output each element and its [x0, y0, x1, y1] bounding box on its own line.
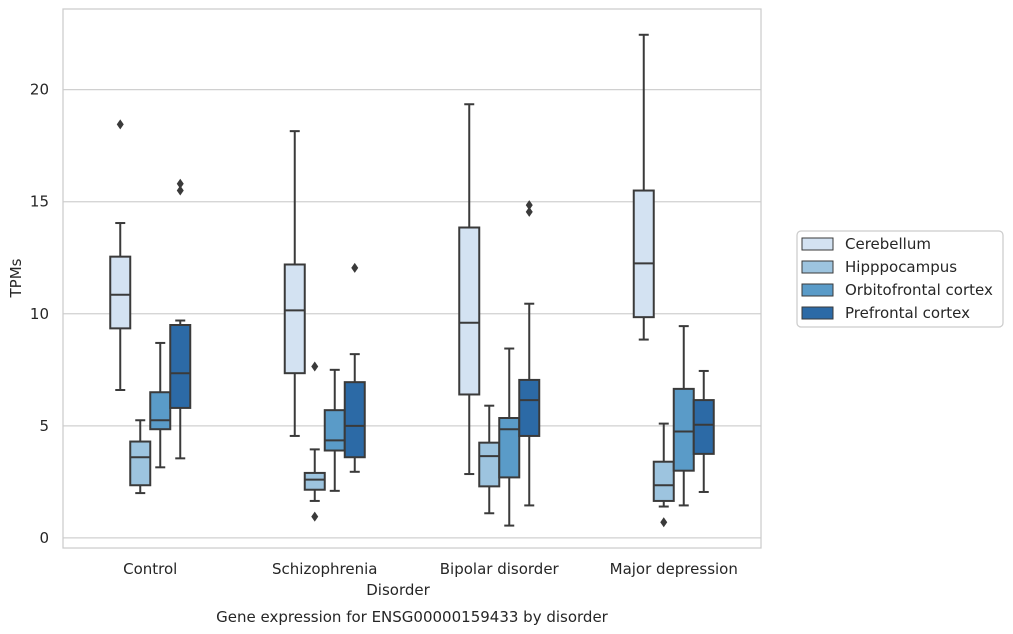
legend-label: Orbitofrontal cortex	[845, 281, 993, 299]
box-bipolar-disorder-cerebellum	[458, 103, 481, 476]
box-iqr	[458, 226, 481, 396]
box-schizophrenia-prefrontal-cortex	[343, 262, 366, 473]
outlier-point	[660, 517, 668, 528]
box-major-depression-orbitofrontal-cortex	[672, 325, 695, 507]
boxes	[109, 33, 715, 528]
legend: Cerebellum Hipppocampus Orbitofrontal cort…	[796, 230, 1004, 328]
box-iqr	[632, 189, 655, 319]
x-tick-label: Schizophrenia	[272, 560, 377, 578]
box-schizophrenia-cerebellum	[283, 130, 306, 437]
box-bipolar-disorder-orbitofrontal-cortex	[498, 347, 521, 527]
outlier-point	[525, 200, 533, 211]
chart-caption: Gene expression for ENSG00000159433 by d…	[216, 608, 609, 626]
box-schizophrenia-hipppocampus	[303, 361, 326, 522]
plot-frame	[62, 8, 762, 549]
outlier-point	[311, 511, 319, 522]
box-iqr	[518, 378, 541, 437]
box-iqr	[672, 387, 695, 472]
legend-label: Cerebellum	[845, 235, 931, 253]
legend-swatch	[801, 306, 834, 320]
box-iqr	[498, 417, 521, 479]
box-control-orbitofrontal-cortex	[149, 341, 172, 469]
box-iqr	[652, 460, 675, 502]
y-tick-labels: 0 5 10 15 20	[30, 81, 49, 547]
box-iqr	[169, 324, 192, 409]
x-tick-labels: Control Schizophrenia Bipolar disorder Majo…	[123, 560, 738, 578]
legend-swatch	[801, 237, 834, 251]
legend-frame	[796, 230, 1004, 328]
y-tick-label: 20	[30, 81, 49, 99]
y-axis-label: TPMs	[7, 258, 25, 298]
box-control-cerebellum	[109, 119, 132, 391]
outlier-point	[525, 206, 533, 217]
box-major-depression-hipppocampus	[652, 422, 675, 528]
box-iqr	[323, 409, 346, 452]
box-iqr	[283, 263, 306, 375]
outlier-point	[311, 361, 319, 372]
legend-label: Hipppocampus	[845, 258, 957, 276]
box-major-depression-cerebellum	[632, 33, 655, 341]
legend-label: Prefrontal cortex	[845, 304, 970, 322]
x-axis-label: Disorder	[366, 581, 430, 599]
outlier-point	[176, 185, 184, 196]
box-major-depression-prefrontal-cortex	[692, 369, 715, 493]
box-iqr	[303, 471, 326, 491]
box-control-hipppocampus	[129, 419, 152, 495]
box-control-prefrontal-cortex	[169, 178, 192, 460]
box-iqr	[343, 381, 366, 459]
box-schizophrenia-orbitofrontal-cortex	[323, 368, 346, 492]
y-tick-label: 10	[30, 305, 49, 323]
x-tick-label: Bipolar disorder	[440, 560, 560, 578]
y-tick-label: 5	[39, 417, 49, 435]
box-iqr	[149, 391, 172, 431]
box-iqr	[109, 255, 132, 330]
y-tick-label: 15	[30, 193, 49, 211]
box-iqr	[692, 399, 715, 455]
outlier-point	[116, 119, 124, 130]
box-bipolar-disorder-prefrontal-cortex	[518, 200, 541, 507]
x-tick-label: Major depression	[610, 560, 738, 578]
legend-swatch	[801, 283, 834, 297]
legend-swatch	[801, 260, 834, 274]
box-iqr	[129, 440, 152, 487]
box-iqr	[478, 441, 501, 488]
x-tick-label: Control	[123, 560, 177, 578]
outlier-point	[176, 178, 184, 189]
y-tick-label: 0	[39, 529, 49, 547]
outlier-point	[351, 262, 359, 273]
